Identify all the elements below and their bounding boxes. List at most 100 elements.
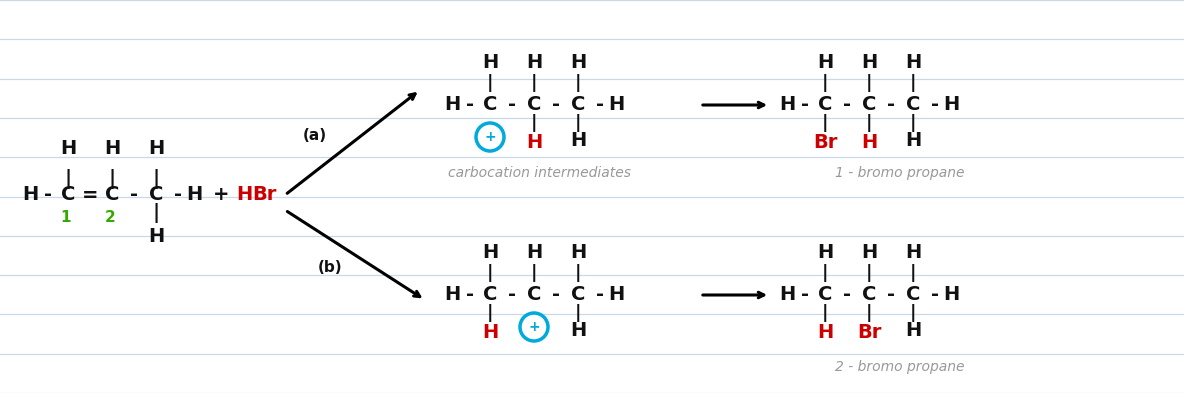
Text: H: H (482, 323, 498, 343)
Text: H: H (526, 244, 542, 263)
Text: |: | (574, 74, 581, 92)
Text: H: H (570, 244, 586, 263)
Text: C: C (862, 95, 876, 114)
Text: H: H (861, 53, 877, 72)
Text: C: C (571, 95, 585, 114)
Text: H: H (60, 140, 76, 158)
Text: H: H (570, 321, 586, 340)
Text: (a): (a) (303, 127, 327, 143)
Text: H: H (482, 53, 498, 72)
Text: C: C (906, 285, 920, 305)
Text: H: H (607, 285, 624, 305)
Text: H: H (942, 95, 959, 114)
Text: (b): (b) (317, 261, 342, 275)
Text: -: - (843, 95, 851, 114)
Text: C: C (483, 95, 497, 114)
Text: |: | (64, 169, 71, 189)
Text: |: | (822, 264, 829, 282)
Text: H: H (905, 53, 921, 72)
Text: H: H (817, 53, 834, 72)
Text: carbocation intermediates: carbocation intermediates (449, 166, 631, 180)
Text: H: H (817, 323, 834, 343)
Text: |: | (909, 114, 916, 132)
Text: -: - (931, 285, 939, 305)
Text: -: - (508, 285, 516, 305)
Text: H: H (236, 185, 252, 204)
Text: H: H (905, 132, 921, 151)
Text: |: | (866, 74, 873, 92)
Text: -: - (802, 95, 809, 114)
Text: H: H (779, 285, 796, 305)
Text: H: H (905, 321, 921, 340)
Text: H: H (779, 95, 796, 114)
Text: H: H (148, 228, 165, 246)
Text: H: H (148, 140, 165, 158)
Text: |: | (153, 169, 160, 189)
Text: -: - (130, 185, 139, 204)
Text: -: - (596, 285, 604, 305)
Text: +: + (213, 185, 230, 204)
Text: C: C (149, 185, 163, 204)
Text: C: C (906, 95, 920, 114)
Text: |: | (574, 304, 581, 322)
Text: |: | (487, 74, 494, 92)
Text: 1: 1 (60, 209, 71, 224)
Text: C: C (818, 95, 832, 114)
Text: |: | (866, 264, 873, 282)
Text: |: | (530, 74, 538, 92)
Text: |: | (822, 74, 829, 92)
Text: -: - (596, 95, 604, 114)
Text: C: C (527, 285, 541, 305)
Text: |: | (574, 114, 581, 132)
Text: 1 - bromo propane: 1 - bromo propane (835, 166, 965, 180)
Text: H: H (570, 53, 586, 72)
Text: 2 - bromo propane: 2 - bromo propane (835, 360, 965, 374)
Text: C: C (862, 285, 876, 305)
Text: |: | (822, 304, 829, 322)
Text: H: H (526, 134, 542, 152)
Text: H: H (861, 134, 877, 152)
Text: -: - (174, 185, 182, 204)
Text: C: C (818, 285, 832, 305)
Text: -: - (466, 285, 474, 305)
Text: H: H (444, 285, 461, 305)
Text: H: H (570, 132, 586, 151)
Text: |: | (866, 114, 873, 132)
Text: H: H (607, 95, 624, 114)
Text: -: - (887, 95, 895, 114)
Text: -: - (508, 95, 516, 114)
Text: -: - (931, 95, 939, 114)
Text: |: | (909, 264, 916, 282)
Text: |: | (530, 264, 538, 282)
Text: +: + (528, 320, 540, 334)
Text: =: = (82, 185, 98, 204)
Text: |: | (530, 114, 538, 132)
Text: |: | (487, 264, 494, 282)
Text: Br: Br (252, 185, 276, 204)
Text: -: - (466, 95, 474, 114)
Text: |: | (909, 304, 916, 322)
Text: C: C (105, 185, 120, 204)
Text: -: - (552, 95, 560, 114)
Text: |: | (153, 203, 160, 223)
Text: H: H (942, 285, 959, 305)
Text: H: H (21, 185, 38, 204)
Text: H: H (104, 140, 120, 158)
Text: -: - (843, 285, 851, 305)
Text: -: - (552, 285, 560, 305)
Text: |: | (822, 114, 829, 132)
Text: H: H (444, 95, 461, 114)
Text: |: | (866, 304, 873, 322)
Text: H: H (861, 244, 877, 263)
Text: C: C (483, 285, 497, 305)
Text: |: | (487, 304, 494, 322)
Text: C: C (571, 285, 585, 305)
Text: |: | (574, 264, 581, 282)
Text: 2: 2 (104, 209, 115, 224)
Text: H: H (817, 244, 834, 263)
Text: |: | (109, 169, 116, 189)
Text: H: H (526, 53, 542, 72)
Text: -: - (887, 285, 895, 305)
Text: +: + (484, 130, 496, 144)
Text: H: H (186, 185, 202, 204)
